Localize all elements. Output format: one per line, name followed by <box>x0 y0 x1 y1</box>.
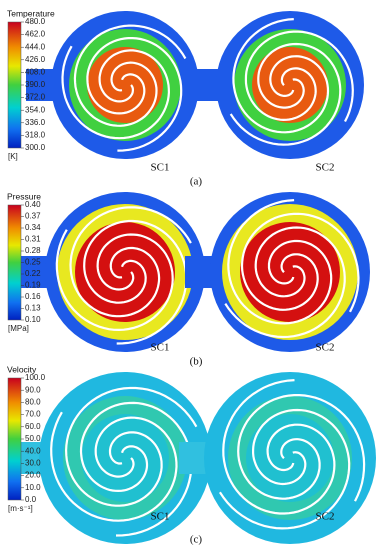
case-label: SC1 <box>151 342 170 354</box>
scroll-core <box>246 414 334 502</box>
case-label: SC1 <box>151 511 170 523</box>
scroll-wrap <box>218 408 351 530</box>
colorbar-tick-label: 0.19 <box>25 281 41 290</box>
colorbar-tick-label: 50.0 <box>25 434 41 443</box>
scroll-wrap <box>227 199 333 325</box>
colorbar-unit: [K] <box>8 152 18 161</box>
scroll-wrap <box>50 411 178 522</box>
colorbar-tick-label: 0.16 <box>25 292 41 301</box>
colorbar-tick-label: 390.0 <box>25 80 46 89</box>
colorbar-tick-label: 40.0 <box>25 446 41 455</box>
scroll-wrap <box>232 18 330 134</box>
colorbar <box>7 377 22 501</box>
scroll-wrap <box>55 229 174 332</box>
colorbar-tick-label: 0.25 <box>25 258 41 267</box>
scroll-wrap <box>86 37 183 152</box>
colorbar-tick-label: 30.0 <box>25 459 41 468</box>
colorbar-title: Pressure <box>7 191 41 201</box>
colorbar-tick-label: 318.0 <box>25 131 46 140</box>
colorbar-tick-label: 100.0 <box>25 373 46 382</box>
colorbar-unit: [m·s⁻¹] <box>8 504 33 513</box>
colorbar-tick-label: 336.0 <box>25 118 46 127</box>
caption: (b) <box>190 356 203 368</box>
colorbar-tick-label: 480.0 <box>25 17 46 26</box>
scroll-wrap <box>61 45 171 140</box>
colorbar-title: Temperature <box>7 8 55 18</box>
colorbar-title: Velocity <box>7 364 37 374</box>
colorbar-tick-label: 354.0 <box>25 105 46 114</box>
colorbar-tick-label: 0.13 <box>25 304 41 313</box>
colorbar-tick-label: 0.0 <box>25 495 37 504</box>
case-label: SC2 <box>316 342 335 354</box>
scroll-core <box>87 47 163 123</box>
colorbar <box>7 21 22 149</box>
colorbar-tick-label: 10.0 <box>25 483 41 492</box>
colorbar-tick-label: 0.40 <box>25 200 41 209</box>
scroll-wrap <box>73 24 187 127</box>
colorbar-tick-label: 0.10 <box>25 315 41 324</box>
colorbar-tick-label: 60.0 <box>25 422 41 431</box>
colorbar-tick-label: 0.31 <box>25 235 41 244</box>
colorbar-tick-label: 444.0 <box>25 42 46 51</box>
caption: (a) <box>190 176 203 188</box>
colorbar-tick-label: 80.0 <box>25 398 41 407</box>
scroll-wrap <box>224 226 346 339</box>
colorbar-tick-label: 408.0 <box>25 68 46 77</box>
colorbar-tick-label: 0.37 <box>25 212 41 221</box>
scroll-core <box>81 414 169 502</box>
case-label: SC1 <box>151 162 170 174</box>
colorbar-tick-label: 20.0 <box>25 471 41 480</box>
scroll-wrap <box>237 394 366 502</box>
colorbar-tick-label: 0.22 <box>25 269 41 278</box>
scroll-wrap <box>229 42 342 146</box>
colorbar-tick-label: 462.0 <box>25 30 46 39</box>
case-label: SC2 <box>316 511 335 523</box>
colorbar-unit: [MPa] <box>8 324 29 333</box>
colorbar-tick-label: 70.0 <box>25 410 41 419</box>
scroll-wrap <box>222 379 336 515</box>
scroll-core <box>252 47 328 123</box>
colorbar-tick-label: 300.0 <box>25 143 46 152</box>
colorbar-tick-label: 426.0 <box>25 55 46 64</box>
colorbar-tick-label: 90.0 <box>25 385 41 394</box>
colorbar-tick-label: 0.28 <box>25 246 41 255</box>
colorbar <box>7 204 22 321</box>
caption: (c) <box>190 534 203 546</box>
colorbar-tick-label: 0.34 <box>25 223 41 232</box>
scroll-wrap <box>244 30 354 122</box>
case-label: SC2 <box>316 162 335 174</box>
scroll-wrap <box>64 386 198 507</box>
colorbar-tick-label: 372.0 <box>25 93 46 102</box>
scroll-wrap <box>240 212 360 313</box>
scroll-wrap <box>69 206 192 318</box>
